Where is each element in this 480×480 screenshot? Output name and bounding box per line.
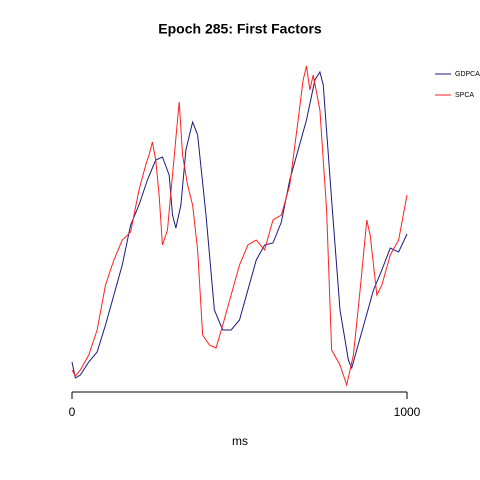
- legend-label: SPCA: [455, 92, 474, 99]
- series-line: [71, 65, 408, 387]
- x-tick-label: 0: [69, 405, 76, 419]
- legend-label: GDPCA: [455, 71, 480, 78]
- x-axis-label: ms: [232, 434, 248, 448]
- chart-title: Epoch 285: First Factors: [158, 21, 322, 37]
- x-tick-label: 1000: [394, 405, 421, 419]
- series-line: [71, 70, 408, 379]
